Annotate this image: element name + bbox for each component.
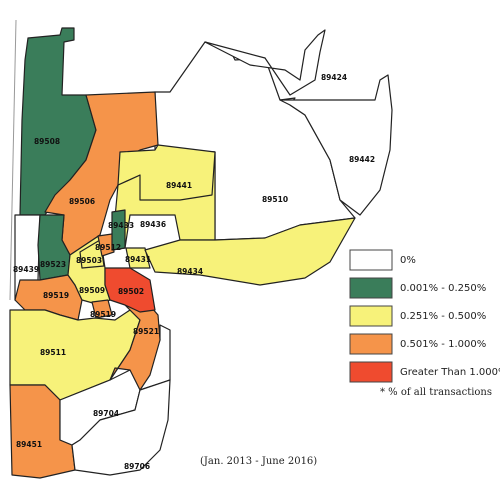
date-range: (Jan. 2013 - June 2016) [200,456,317,467]
region [204,29,326,96]
zip-label: 89503 [76,256,102,265]
zip-label: 89510 [262,195,288,204]
zip-label: 89451 [16,440,42,449]
zip-label: 89509 [79,286,105,295]
region [117,144,216,201]
legend-label: 0% [400,255,416,266]
region [109,299,161,391]
zip-label: 89511 [40,348,66,357]
legend-label: 0.251% - 0.500% [400,311,486,322]
region [144,217,356,286]
legend-swatch [349,277,393,299]
zip-label: 89434 [177,267,203,276]
region [111,209,126,251]
zip-label: 89521 [133,327,159,336]
zip-label: 89508 [34,137,60,146]
zip-labels: 89424 89442 89510 89508 89506 89441 8943… [13,73,375,471]
regions [9,27,393,479]
region [79,239,105,269]
legend-note: * % of all transactions [380,387,492,398]
zip-label: 89704 [93,409,119,418]
legend-swatch [349,361,393,383]
region [125,247,151,269]
legend-swatch [349,305,393,327]
zip-label: 89441 [166,181,192,190]
legend-label: 0.501% - 1.000% [400,339,486,350]
zip-label: 89442 [349,155,375,164]
region [71,379,171,476]
legend-label: 0.001% - 0.250% [400,283,486,294]
zip-label: 89502 [118,287,144,296]
legend: 0% 0.001% - 0.250% 0.251% - 0.500% 0.501% -… [349,249,500,383]
zip-label: 89433 [108,221,134,230]
zip-label: 89506 [69,197,95,206]
region [279,74,393,216]
zip-label: 89523 [40,260,66,269]
legend-label: Greater Than 1.000% [400,367,500,378]
zip-label: 89439 [13,265,39,274]
region [91,299,113,319]
map-edge [9,19,17,301]
legend-swatch [349,333,393,355]
zip-label: 89519 [43,291,69,300]
zip-label: 89512 [95,243,121,252]
zip-label: 89424 [321,73,347,82]
zip-label: 89436 [140,220,166,229]
zip-label: 89706 [124,462,150,471]
region [104,267,156,313]
region [97,233,115,257]
zip-label: 89519 [90,310,116,319]
legend-swatch [349,249,393,271]
zip-label: 89431 [125,255,151,264]
